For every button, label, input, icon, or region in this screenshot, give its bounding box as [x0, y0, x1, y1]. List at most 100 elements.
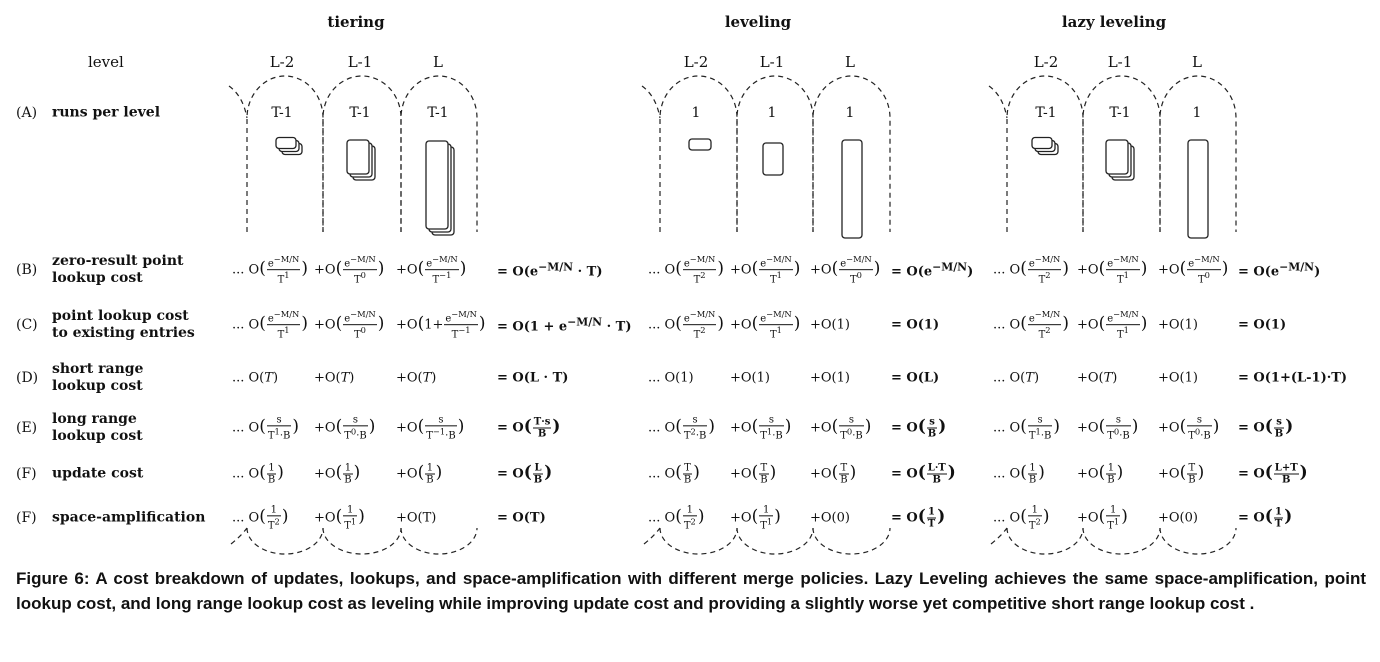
- row-label: runs per level: [52, 104, 161, 121]
- level-boundary-top: [1159, 75, 1237, 232]
- fraction: s T0·B: [839, 414, 864, 442]
- level-label: L-1: [759, 53, 785, 71]
- runs-count: 1: [845, 105, 855, 121]
- cost-result: = O(1): [891, 317, 940, 333]
- cost-term: +O(1): [1158, 370, 1198, 386]
- run-box: [762, 142, 784, 176]
- level-label: L-2: [269, 53, 295, 71]
- fraction: s T0·B: [343, 414, 368, 442]
- level-boundary-top: [659, 75, 738, 232]
- level-label: L: [433, 53, 443, 71]
- cost-term: ... O(e−M/N T2): [993, 254, 1069, 286]
- fraction: e−M/N T1: [1106, 254, 1140, 286]
- cost-term: +O(s T0·B): [314, 414, 376, 442]
- fraction: e−M/N T0: [839, 254, 873, 286]
- level-boundary-bottom: [1006, 527, 1084, 555]
- policy-title: lazy leveling: [1061, 13, 1167, 31]
- level-label: L: [1192, 53, 1202, 71]
- cost-result: = O(1 + e−M/N · T): [497, 315, 632, 335]
- runs-count: T-1: [427, 105, 449, 121]
- policy-title: leveling: [724, 13, 792, 31]
- fraction: e−M/N T−1: [425, 254, 459, 286]
- cost-term: +O(1 B): [314, 462, 361, 486]
- row-letter: (F): [16, 466, 37, 482]
- cost-term: ... O(s T1·B): [232, 414, 299, 442]
- cost-term: +O(s T0·B): [810, 414, 872, 442]
- fraction: e−M/N T1: [266, 254, 301, 286]
- fraction: s T0·B: [1106, 414, 1131, 442]
- fraction: e−M/N T1: [759, 309, 793, 341]
- cost-result: = O(e−M/N · T): [497, 260, 603, 280]
- cost-term: +O(1): [1158, 317, 1198, 333]
- level-label: L-1: [1107, 53, 1133, 71]
- run-box: [425, 140, 449, 230]
- fraction: s T2·B: [682, 414, 708, 442]
- row-label: short range lookup cost: [52, 361, 144, 394]
- row-label: long range lookup cost: [52, 411, 143, 444]
- fraction: s T1·B: [266, 414, 292, 442]
- level-boundary-top: [1006, 75, 1084, 232]
- cost-term: ... O(1 T2): [648, 504, 705, 532]
- cost-term: +O(1 B): [1077, 462, 1124, 486]
- row-letter: (A): [16, 105, 38, 121]
- cost-term: ... O(e−M/N T2): [993, 309, 1069, 341]
- cost-term: ... O(e−M/N T1): [232, 254, 308, 286]
- cost-term: ... O(1 B): [232, 462, 284, 486]
- cost-term: +O(e−M/N T1): [730, 309, 801, 341]
- level-boundary-top: [322, 75, 402, 232]
- figure-caption: Figure 6: A cost breakdown of updates, l…: [16, 569, 1366, 613]
- cost-term: +O(0): [810, 510, 850, 526]
- row-letter: (C): [16, 317, 38, 333]
- cost-result: = O(e−M/N): [891, 260, 974, 280]
- cost-term: ... O(1 B): [993, 462, 1045, 486]
- level-boundary-bottom: [1082, 527, 1161, 555]
- cost-term: ... O(T B): [648, 462, 700, 486]
- fraction: 1 T2: [1027, 504, 1042, 532]
- fraction: e−M/N T1: [1106, 309, 1140, 341]
- cost-term: ... O(e−M/N T2): [648, 309, 724, 341]
- level-boundary-top: [812, 75, 891, 232]
- run-box: [1031, 136, 1053, 150]
- row-letter: (E): [16, 420, 38, 436]
- run-box: [346, 139, 370, 175]
- cost-term: ... O(s T2·B): [648, 414, 715, 442]
- run-box: [1105, 139, 1129, 175]
- cost-result: = O(T·s B): [497, 416, 561, 440]
- level-boundary-top: [736, 75, 814, 232]
- cost-term: +O(1+ e−M/N T−1): [396, 309, 486, 341]
- cost-result: = O(L B): [497, 462, 553, 486]
- runs-count: T-1: [349, 105, 371, 121]
- runs-count: 1: [691, 105, 701, 121]
- cost-term: +O(T): [314, 370, 355, 386]
- fraction: s T1·B: [1027, 414, 1053, 442]
- cost-result: = O(L+T B): [1238, 462, 1308, 486]
- fraction: e−M/N T−1: [444, 309, 478, 341]
- cost-result: = O(s B): [891, 416, 947, 440]
- row-letter: (B): [16, 262, 38, 278]
- cost-term: +O(T): [396, 370, 437, 386]
- cost-result: = O(1 T): [1238, 506, 1293, 530]
- level-boundary-bottom: [812, 527, 891, 555]
- cost-term: ... O(T): [232, 370, 279, 386]
- cost-term: +O(s T−1·B): [396, 414, 465, 442]
- row-label: point lookup cost to existing entries: [52, 308, 195, 341]
- cost-term: ... O(1 T2): [993, 504, 1050, 532]
- level-boundary-bottom: [1159, 527, 1237, 555]
- level-boundary-bottom: [400, 527, 478, 555]
- figure-drawing: [228, 75, 1237, 555]
- cost-term: ... O(1 T2): [232, 504, 289, 532]
- cost-term: +O(e−M/N T0): [314, 254, 385, 286]
- level-boundary-top: [400, 75, 478, 232]
- level-boundary-partial: [228, 85, 248, 119]
- run-box: [275, 136, 297, 150]
- cost-term: +O(1): [810, 317, 850, 333]
- cost-term: +O(s T0·B): [1158, 414, 1220, 442]
- cost-term: +O(e−M/N T0): [1158, 254, 1229, 286]
- cost-term: +O(1): [730, 370, 770, 386]
- cost-term: +O(e−M/N T1): [1077, 309, 1148, 341]
